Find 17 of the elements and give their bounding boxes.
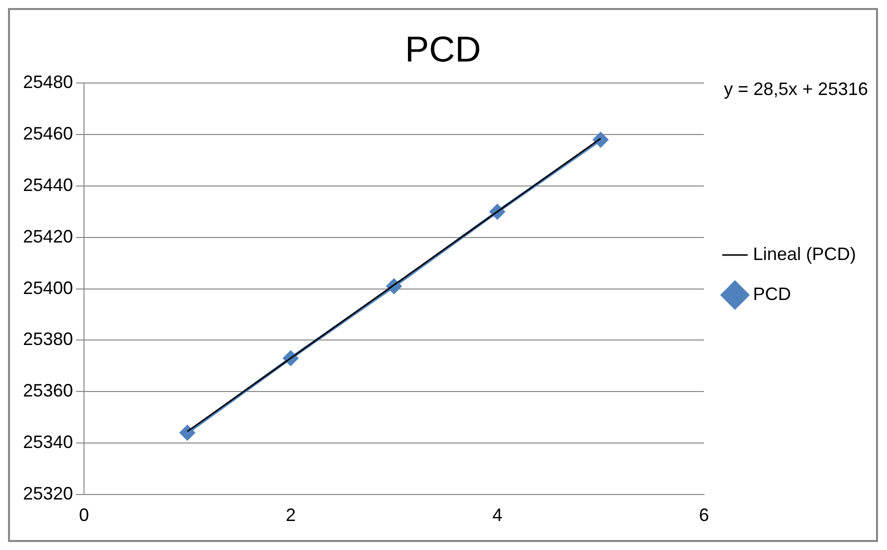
x-tick-label: 6: [698, 505, 709, 526]
x-tick-label: 4: [492, 505, 502, 526]
y-tick-label: 25440: [22, 174, 74, 195]
x-tick-label: 0: [79, 505, 90, 526]
y-tick-label: 25380: [22, 329, 74, 350]
y-tick-label: 25320: [22, 483, 74, 504]
y-tick-label: 25460: [22, 124, 74, 144]
y-tick-label: 25340: [22, 432, 74, 452]
y-tick-label: 25400: [22, 278, 74, 298]
y-tick-label: 25360: [22, 380, 74, 401]
legend-label: Lineal (PCD): [752, 244, 856, 264]
y-tick-label: 25420: [22, 226, 74, 246]
y-tick-label: 25480: [22, 72, 74, 92]
chart-title: PCD: [404, 28, 482, 70]
legend-label: PCD: [752, 284, 791, 304]
text: y = 28,5x + 25316: [724, 79, 868, 100]
x-tick-label: 2: [286, 505, 296, 526]
